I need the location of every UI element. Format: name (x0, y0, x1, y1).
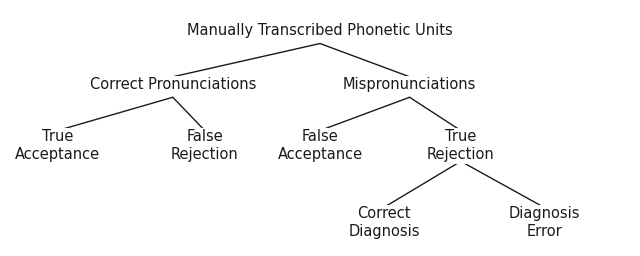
Text: Correct Pronunciations: Correct Pronunciations (90, 77, 256, 92)
Text: True
Rejection: True Rejection (427, 130, 495, 162)
Text: True
Acceptance: True Acceptance (15, 130, 100, 162)
Text: Mispronunciations: Mispronunciations (343, 77, 476, 92)
Text: False
Rejection: False Rejection (171, 130, 239, 162)
Text: False
Acceptance: False Acceptance (277, 130, 363, 162)
Text: Diagnosis
Error: Diagnosis Error (508, 206, 580, 239)
Text: Correct
Diagnosis: Correct Diagnosis (348, 206, 420, 239)
Text: Manually Transcribed Phonetic Units: Manually Transcribed Phonetic Units (187, 23, 453, 38)
